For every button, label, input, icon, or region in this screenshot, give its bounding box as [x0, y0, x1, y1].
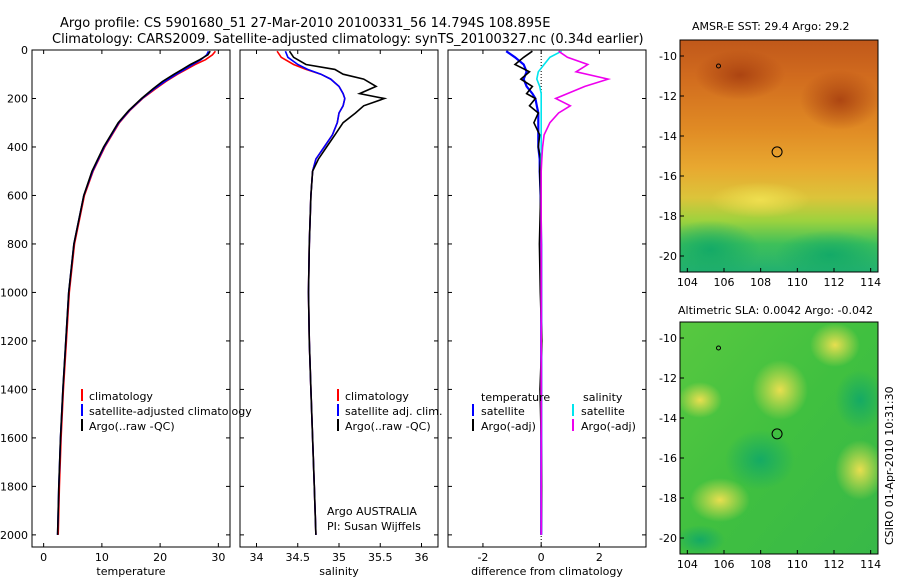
x-tick-label: 20 — [153, 551, 167, 564]
sst-map: AMSR-E SST: 29.4 Argo: 29.2 104 106 108 110… — [659, 20, 881, 289]
x-tick-label: 35 — [332, 551, 346, 564]
x-axis-label: salinity — [319, 565, 359, 578]
y-tick-label: 1800 — [0, 480, 28, 493]
x-axis-label: temperature — [96, 565, 165, 578]
legend-title-salinity: salinity — [583, 391, 623, 404]
legend-label: satellite — [581, 405, 625, 418]
map-x-tick-label: 112 — [824, 558, 845, 571]
legend-label: satellite-adjusted climatology — [89, 405, 252, 418]
series-line-climatology — [57, 50, 217, 535]
map-y-tick-label: -20 — [659, 532, 677, 545]
legend-label: climatology — [345, 390, 409, 403]
series-line-temperature-satellite — [505, 50, 543, 535]
plot-frame — [31, 49, 231, 548]
map-x-tick-label: 106 — [714, 558, 735, 571]
x-axis-label: difference from climatology — [471, 565, 623, 578]
x-tick-label: 2 — [596, 551, 603, 564]
x-tick-label: 10 — [95, 551, 109, 564]
x-tick-label: 34.5 — [286, 551, 311, 564]
map-y-tick-label: -10 — [659, 332, 677, 345]
x-tick-label: 30 — [211, 551, 225, 564]
map-y-tick-label: -14 — [659, 130, 677, 143]
legend-label: Argo(-adj) — [581, 420, 636, 433]
y-tick-label: 1400 — [0, 383, 28, 396]
x-tick-label: 0 — [40, 551, 47, 564]
map-x-tick-label: 106 — [714, 276, 735, 289]
map-x-tick-label: 110 — [787, 558, 808, 571]
legend-label: satellite — [481, 405, 525, 418]
map-y-tick-label: -16 — [659, 452, 677, 465]
sla-map-title: Altimetric SLA: 0.0042 Argo: -0.042 — [678, 304, 873, 317]
plot-frame — [239, 49, 439, 548]
sst-map-title: AMSR-E SST: 29.4 Argo: 29.2 — [692, 20, 850, 33]
y-tick-label: 2000 — [0, 529, 28, 542]
series-line-satellite-adjusted-climatology — [56, 50, 210, 535]
y-tick-label: 400 — [7, 141, 28, 154]
x-tick-label: 35.5 — [368, 551, 393, 564]
y-tick-label: 600 — [7, 189, 28, 202]
y-tick-label: 1200 — [0, 335, 28, 348]
footer-timestamp: CSIRO 01-Apr-2010 10:31:30 — [883, 386, 896, 545]
map-x-tick-label: 104 — [677, 558, 698, 571]
map-y-tick-label: -18 — [659, 210, 677, 223]
plot-frame — [447, 49, 647, 548]
annotation-line: Argo AUSTRALIA — [327, 505, 417, 518]
annotation-line: PI: Susan Wijffels — [327, 520, 421, 533]
map-y-tick-label: -14 — [659, 412, 677, 425]
map-y-tick-label: -10 — [659, 50, 677, 63]
series-line-salinity-argo-adj- — [540, 50, 612, 535]
profile-panel-1: 0 10 20 30 0 200 400 600 800 1000 1200 1400 1600 1800… — [0, 44, 252, 578]
legend-label: Argo(..raw -QC) — [345, 420, 431, 433]
series-line-satellite-adj-clim- — [284, 50, 346, 535]
series-line-argo-raw-qc- — [288, 50, 388, 535]
map-y-tick-label: -20 — [659, 250, 677, 263]
header-line-2: Climatology: CARS2009. Satellite-adjuste… — [52, 32, 644, 47]
map-y-tick-label: -12 — [659, 372, 677, 385]
sla-map: Altimetric SLA: 0.0042 Argo: -0.042 104 1… — [659, 304, 881, 571]
y-tick-label: 1600 — [0, 432, 28, 445]
y-tick-label: 1000 — [0, 286, 28, 299]
profile-panel-2: 34 34.5 35 35.5 36 salinity climatology satelli… — [239, 49, 442, 578]
series-line-climatology — [276, 50, 346, 535]
x-tick-label: 0 — [538, 551, 545, 564]
map-x-tick-label: 112 — [824, 276, 845, 289]
map-y-tick-label: -18 — [659, 492, 677, 505]
y-tick-label: 800 — [7, 238, 28, 251]
legend-label: Argo(..raw -QC) — [89, 420, 175, 433]
x-tick-label: 36 — [415, 551, 429, 564]
legend-label: Argo(-adj) — [481, 420, 536, 433]
y-tick-label: 200 — [7, 92, 28, 105]
argo-position-marker — [771, 146, 783, 158]
map-x-tick-label: 114 — [860, 558, 881, 571]
map-x-tick-label: 114 — [860, 276, 881, 289]
argo-position-marker — [771, 428, 783, 440]
header-line-1: Argo profile: CS 5901680_51 27-Mar-2010 … — [60, 16, 550, 31]
map-x-tick-label: 110 — [787, 276, 808, 289]
legend-label: satellite adj. clim. — [345, 405, 442, 418]
legend-title-temperature: temperature — [481, 391, 550, 404]
map-y-tick-label: -12 — [659, 90, 677, 103]
map-y-tick-label: -16 — [659, 170, 677, 183]
map-x-tick-label: 108 — [750, 276, 771, 289]
series-line-argo-raw-qc- — [56, 50, 211, 535]
x-tick-label: 34 — [250, 551, 264, 564]
map-x-tick-label: 108 — [750, 558, 771, 571]
map-x-tick-label: 104 — [677, 276, 698, 289]
island-outline — [716, 63, 721, 69]
island-outline — [716, 345, 721, 351]
legend-label: climatology — [89, 390, 153, 403]
y-tick-label: 0 — [21, 44, 28, 57]
x-tick-label: -2 — [477, 551, 488, 564]
